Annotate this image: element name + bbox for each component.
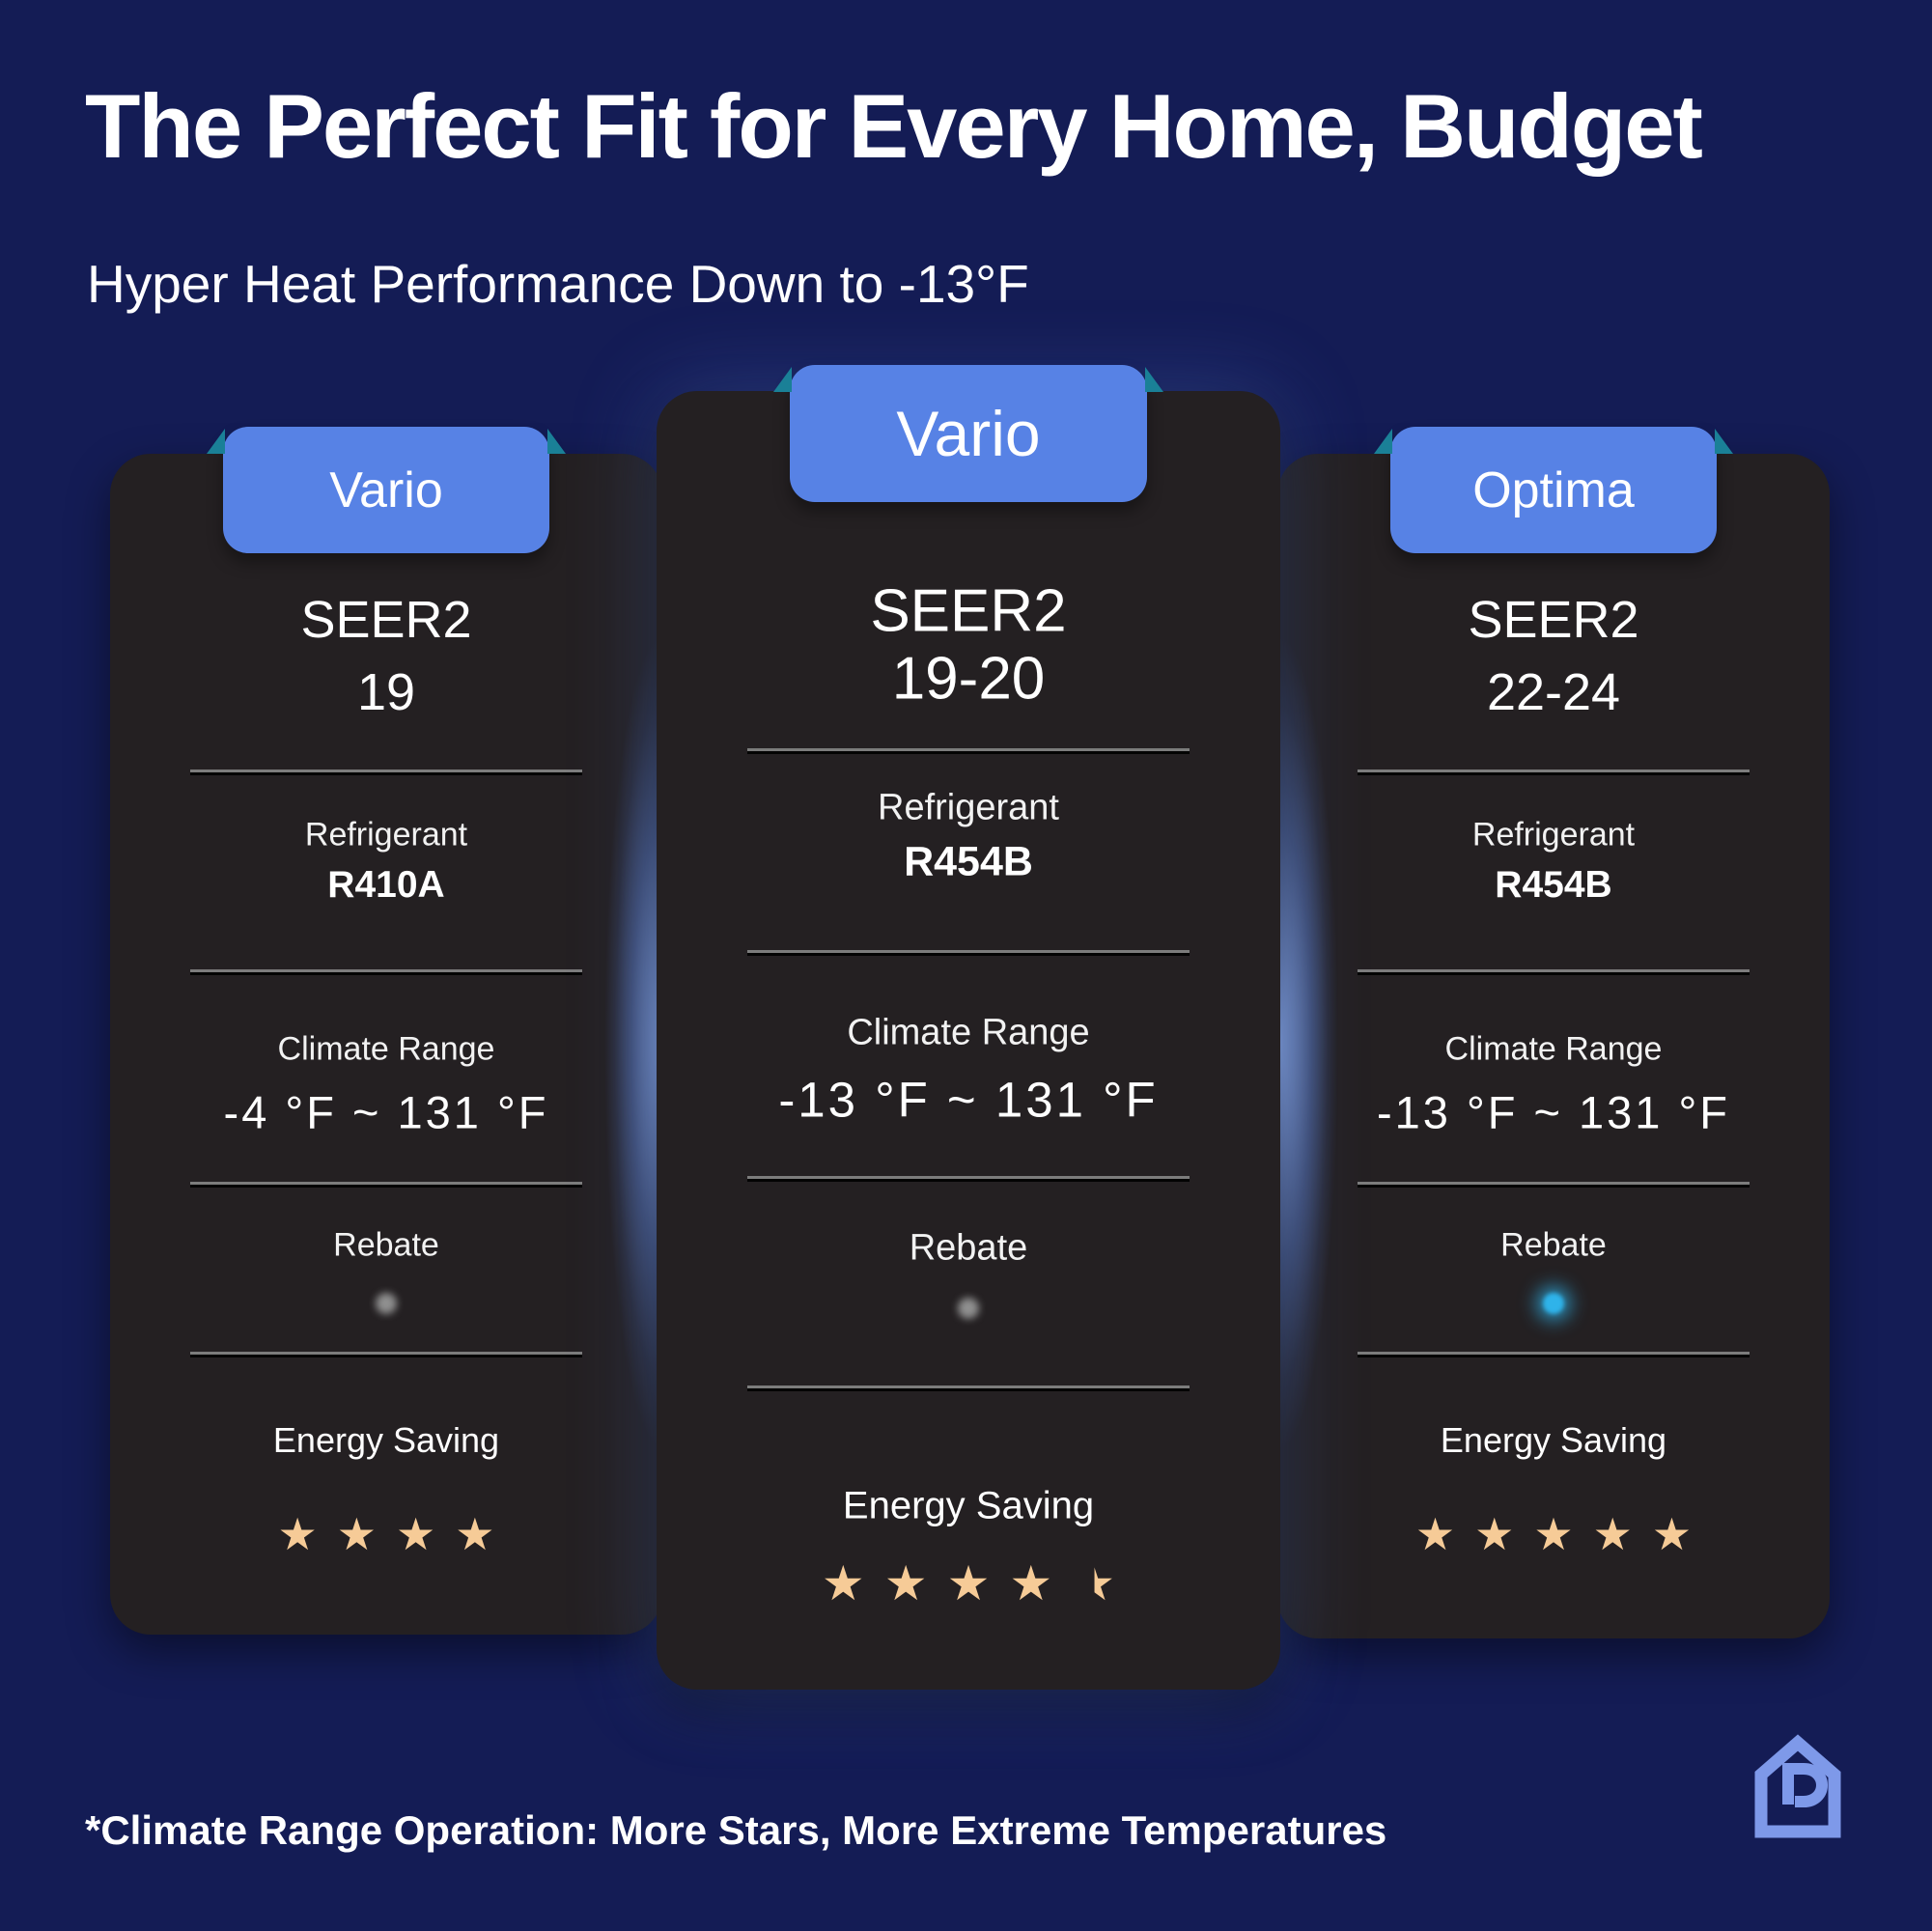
refrigerant-label: Refrigerant (304, 816, 468, 854)
ribbon-tag-label: Optima (1472, 462, 1635, 518)
star-icon: ★ (1009, 1556, 1053, 1610)
climate-range-value: -13 °F ~ 131 °F (1376, 1086, 1731, 1138)
ribbon-tag-label: Vario (896, 398, 1041, 469)
star-icon: ★ (883, 1556, 928, 1610)
product-card-vario-19-20: Vario SEER2 19-20 Refrigerant R454B Clim… (657, 365, 1280, 1690)
climate-range-label: Climate Range (277, 1030, 495, 1068)
divider (1357, 1182, 1750, 1188)
divider (189, 1182, 583, 1188)
climate-range-label: Climate Range (1444, 1030, 1663, 1068)
refrigerant-label: Refrigerant (878, 787, 1059, 828)
rebate-label: Rebate (909, 1227, 1028, 1269)
star-icon: ★ (821, 1556, 865, 1610)
divider (746, 950, 1190, 956)
energy-saving-label: Energy Saving (1440, 1420, 1667, 1460)
divider (1357, 770, 1750, 775)
refrigerant-value: R454B (904, 838, 1033, 885)
star-icon: ★ (946, 1556, 991, 1610)
seer-value: 22-24 (1486, 663, 1621, 721)
brand-house-logo-icon (1754, 1734, 1841, 1838)
star-rating: ★ ★ ★ ★ ★ (1277, 1508, 1830, 1560)
refrigerant-label: Refrigerant (1471, 816, 1636, 854)
star-rating: ★ ★ ★ ★ (110, 1508, 662, 1560)
product-card-vario-19: Vario SEER2 19 Refrigerant R410A Climate… (110, 427, 662, 1635)
divider (746, 1176, 1190, 1182)
star-icon: ★ (396, 1509, 436, 1559)
divider (746, 748, 1190, 754)
climate-range-value: -13 °F ~ 131 °F (778, 1072, 1159, 1128)
star-rating: ★ ★ ★ ★ ★ (657, 1555, 1280, 1611)
star-icon: ★ (1533, 1509, 1574, 1559)
rebate-dot-icon (958, 1298, 979, 1319)
divider (746, 1385, 1190, 1391)
seer-value: 19 (356, 663, 416, 721)
star-icon: ★ (277, 1509, 318, 1559)
seer-label: SEER2 (1468, 591, 1639, 649)
star-icon: ★ (1474, 1509, 1515, 1559)
climate-range-footnote: *Climate Range Operation: More Stars, Mo… (85, 1807, 1387, 1853)
climate-range-label: Climate Range (847, 1012, 1090, 1053)
rebate-label: Rebate (333, 1226, 439, 1264)
page-subtitle: Hyper Heat Performance Down to -13°F (87, 254, 1029, 314)
seer-label: SEER2 (870, 577, 1067, 645)
seer-label: SEER2 (300, 591, 472, 649)
star-icon: ★ (455, 1509, 495, 1559)
rebate-dot-icon (376, 1293, 397, 1314)
rebate-dot-icon (1543, 1293, 1564, 1314)
seer-value: 19-20 (891, 645, 1046, 713)
divider (1357, 969, 1750, 975)
star-icon: ★ (336, 1509, 377, 1559)
refrigerant-value: R454B (1495, 864, 1612, 906)
ribbon-tag: Vario (207, 427, 566, 553)
climate-range-value: -4 °F ~ 131 °F (223, 1086, 549, 1138)
rebate-label: Rebate (1500, 1226, 1607, 1264)
divider (189, 969, 583, 975)
ribbon-tag: Optima (1374, 427, 1733, 553)
ribbon-tag: Vario (773, 365, 1163, 502)
page-title: The Perfect Fit for Every Home, Budget (85, 75, 1703, 177)
divider (189, 770, 583, 775)
half-star-icon: ★ (1072, 1556, 1116, 1610)
energy-saving-label: Energy Saving (272, 1420, 500, 1460)
product-card-optima: Optima SEER2 22-24 Refrigerant R454B Cli… (1277, 427, 1830, 1638)
divider (189, 1352, 583, 1357)
energy-saving-label: Energy Saving (842, 1484, 1095, 1527)
ribbon-tag-label: Vario (329, 462, 443, 518)
star-icon: ★ (1651, 1509, 1693, 1559)
refrigerant-value: R410A (327, 864, 445, 906)
divider (1357, 1352, 1750, 1357)
star-icon: ★ (1414, 1509, 1456, 1559)
star-icon: ★ (1592, 1509, 1633, 1559)
